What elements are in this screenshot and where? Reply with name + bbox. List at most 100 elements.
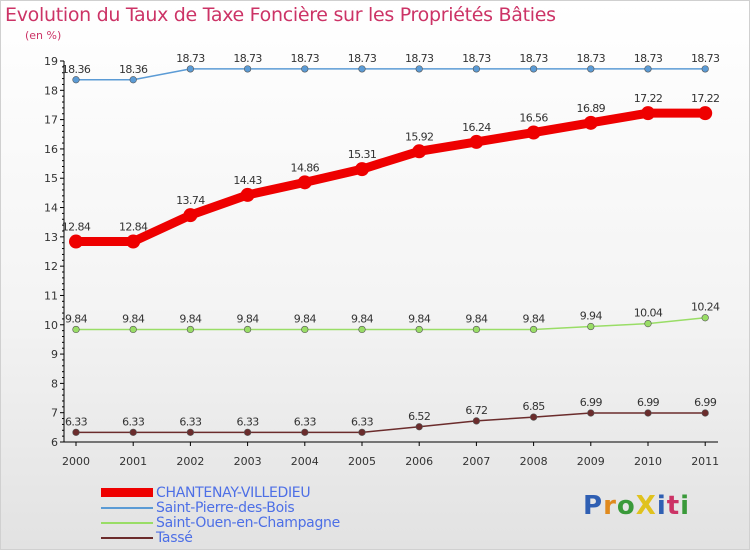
data-point: [583, 115, 598, 130]
logo-letter: r: [603, 491, 617, 521]
data-point: [701, 314, 709, 322]
series-line: [76, 68, 706, 81]
data-point: [186, 428, 194, 436]
data-point: [244, 65, 252, 73]
data-label: 9.84: [351, 312, 374, 325]
data-label: 16.24: [462, 121, 491, 134]
legend-item: CHANTENAY-VILLEDIEU: [101, 485, 340, 501]
data-label: 13.74: [176, 194, 205, 207]
data-label: 14.86: [291, 161, 320, 174]
data-label: 14.43: [233, 174, 262, 187]
data-point: [186, 325, 194, 334]
data-label: 9.84: [179, 312, 202, 325]
logo-letter: t: [666, 491, 681, 521]
logo-letter: i: [656, 491, 667, 521]
data-label: 9.84: [237, 312, 260, 325]
data-point: [72, 325, 80, 334]
data-label: 9.84: [65, 312, 88, 325]
data-point: [644, 319, 652, 328]
data-point: [472, 417, 481, 425]
y-tick-label: 14: [44, 202, 58, 215]
data-point: [244, 325, 252, 334]
data-label: 9.84: [408, 312, 431, 325]
y-tick-label: 17: [44, 114, 58, 127]
data-point: [358, 428, 366, 436]
data-point: [587, 409, 595, 417]
data-point: [526, 125, 541, 140]
chart-title: Evolution du Taux de Taxe Foncière sur l…: [5, 4, 556, 26]
data-point: [129, 325, 137, 334]
legend-swatch: [101, 521, 153, 524]
x-tick-label: 2011: [691, 455, 719, 468]
data-label: 6.99: [580, 396, 603, 409]
data-label: 6.33: [351, 415, 374, 428]
x-tick-label: 2005: [348, 455, 376, 468]
data-point: [358, 65, 366, 73]
data-label: 9.84: [122, 312, 145, 325]
data-label: 16.56: [519, 112, 548, 125]
y-tick-label: 6: [51, 436, 58, 449]
legend-label: Saint-Ouen-en-Champagne: [156, 514, 340, 531]
data-label: 18.73: [405, 52, 434, 65]
y-tick-label: 8: [51, 377, 58, 390]
data-point: [69, 234, 83, 249]
x-tick-label: 2004: [291, 455, 319, 468]
data-point: [529, 413, 538, 421]
y-tick-label: 19: [44, 55, 58, 68]
logo-letter: i: [680, 491, 691, 521]
data-point: [529, 325, 538, 334]
y-tick-label: 11: [44, 289, 58, 302]
legend-swatch: [101, 536, 153, 539]
x-tick-label: 2000: [62, 455, 90, 468]
data-label: 10.24: [691, 301, 720, 314]
x-tick-label: 2006: [405, 455, 433, 468]
x-tick-label: 2009: [577, 455, 605, 468]
data-point: [415, 325, 423, 334]
data-point: [126, 234, 141, 249]
legend: CHANTENAY-VILLEDIEU Saint-Pierre-des-Bois…: [101, 485, 340, 546]
data-label: 6.33: [122, 415, 145, 428]
data-label: 18.73: [577, 52, 606, 65]
data-point: [698, 106, 713, 121]
data-label: 6.33: [179, 415, 202, 428]
data-point: [301, 65, 309, 73]
data-label: 18.73: [519, 52, 548, 65]
data-label: 6.72: [465, 404, 487, 417]
data-label: 10.04: [634, 307, 663, 320]
axes: 6 7 8 9 10 11 12 13 14 15 16 17 18 19 2000 2001 2002 2003…: [44, 55, 719, 468]
y-tick-label: 13: [44, 231, 58, 244]
data-label: 9.84: [294, 312, 317, 325]
data-point: [415, 65, 423, 73]
x-tick-label: 2007: [462, 455, 490, 468]
data-label: 6.85: [523, 400, 546, 413]
data-point: [355, 162, 369, 177]
logo-letter: X: [635, 491, 657, 521]
data-label: 6.99: [694, 396, 717, 409]
y-tick-label: 7: [51, 407, 58, 420]
data-point: [701, 409, 709, 417]
data-point: [472, 65, 481, 73]
data-label: 9.94: [580, 310, 603, 323]
x-tick-label: 2008: [520, 455, 548, 468]
data-point: [297, 175, 312, 190]
data-label: 18.73: [462, 52, 491, 65]
y-tick-label: 9: [51, 348, 58, 361]
data-label: 18.73: [233, 52, 262, 65]
data-point: [587, 65, 595, 73]
data-point: [129, 428, 137, 436]
legend-swatch: [101, 506, 153, 509]
data-label: 18.73: [348, 52, 377, 65]
logo-letter: P: [583, 491, 604, 521]
data-point: [415, 423, 423, 431]
y-unit-label: (en %): [25, 29, 62, 42]
series-line: [76, 412, 706, 434]
y-tick-label: 18: [44, 84, 58, 97]
data-label: 18.73: [291, 52, 320, 65]
data-point: [72, 76, 80, 84]
data-point: [641, 106, 655, 121]
data-label: 18.36: [119, 63, 148, 76]
legend-label: Tassé: [156, 529, 193, 546]
data-point: [701, 65, 709, 73]
data-label: 18.36: [62, 63, 91, 76]
